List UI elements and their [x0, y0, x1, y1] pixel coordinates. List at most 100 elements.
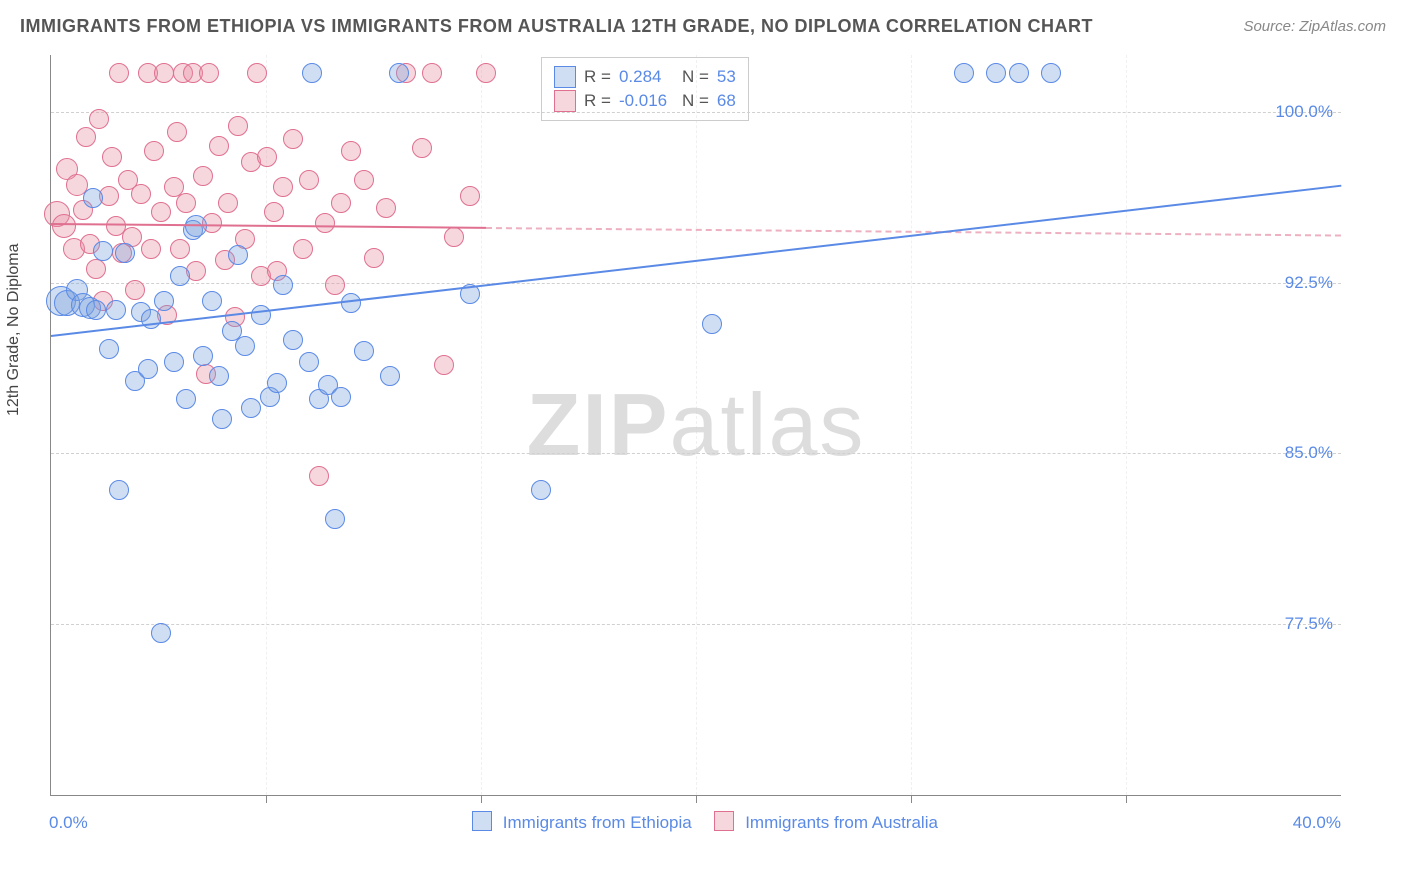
scatter-point: [209, 136, 229, 156]
x-tick-mark: [696, 795, 697, 803]
scatter-point: [193, 166, 213, 186]
r-value-pink: -0.016: [619, 91, 674, 111]
scatter-point: [476, 63, 496, 83]
scatter-point: [109, 480, 129, 500]
scatter-point: [151, 623, 171, 643]
gridline-v: [1126, 55, 1127, 795]
scatter-point: [228, 116, 248, 136]
scatter-point: [331, 193, 351, 213]
gridline-v: [911, 55, 912, 795]
scatter-point: [76, 127, 96, 147]
scatter-point: [444, 227, 464, 247]
watermark-bold: ZIP: [527, 375, 670, 474]
r-label: R =: [584, 91, 611, 111]
plot-area: ZIPatlas R = 0.284 N = 53 R = -0.016 N =…: [50, 55, 1341, 796]
scatter-point: [209, 366, 229, 386]
scatter-point: [460, 186, 480, 206]
scatter-point: [293, 239, 313, 259]
y-axis-label: 12th Grade, No Diploma: [5, 243, 23, 416]
scatter-point: [302, 63, 322, 83]
scatter-point: [89, 109, 109, 129]
scatter-point: [52, 214, 76, 238]
scatter-point: [257, 147, 277, 167]
scatter-point: [170, 266, 190, 286]
scatter-point: [283, 129, 303, 149]
scatter-point: [218, 193, 238, 213]
scatter-point: [389, 63, 409, 83]
scatter-point: [267, 373, 287, 393]
scatter-point: [154, 63, 174, 83]
scatter-point: [193, 346, 213, 366]
scatter-point: [273, 177, 293, 197]
chart-title: IMMIGRANTS FROM ETHIOPIA VS IMMIGRANTS F…: [20, 16, 1093, 36]
n-value-pink: 68: [717, 91, 736, 111]
x-tick-label: 0.0%: [49, 813, 88, 833]
scatter-point: [125, 280, 145, 300]
x-tick-mark: [1126, 795, 1127, 803]
scatter-point: [86, 259, 106, 279]
scatter-point: [341, 141, 361, 161]
bottom-swatch-blue: [472, 811, 492, 831]
scatter-point: [354, 170, 374, 190]
scatter-point: [376, 198, 396, 218]
bottom-label-pink: Immigrants from Australia: [745, 813, 938, 832]
gridline-v: [481, 55, 482, 795]
scatter-point: [102, 147, 122, 167]
scatter-point: [99, 339, 119, 359]
scatter-point: [299, 170, 319, 190]
scatter-point: [167, 122, 187, 142]
scatter-point: [154, 291, 174, 311]
n-value-blue: 53: [717, 67, 736, 87]
scatter-point: [247, 63, 267, 83]
scatter-point: [273, 275, 293, 295]
legend-row-blue: R = 0.284 N = 53: [554, 66, 736, 88]
r-label: R =: [584, 67, 611, 87]
scatter-point: [141, 239, 161, 259]
scatter-point: [144, 141, 164, 161]
y-tick-label: 77.5%: [1285, 614, 1333, 634]
scatter-point: [86, 300, 106, 320]
scatter-point: [364, 248, 384, 268]
scatter-point: [354, 341, 374, 361]
source-label: Source: ZipAtlas.com: [1243, 18, 1386, 35]
scatter-point: [325, 275, 345, 295]
series-legend: Immigrants from Ethiopia Immigrants from…: [51, 811, 1341, 833]
scatter-point: [176, 193, 196, 213]
x-tick-label: 40.0%: [1293, 813, 1341, 833]
scatter-point: [83, 188, 103, 208]
scatter-point: [241, 398, 261, 418]
y-tick-label: 85.0%: [1285, 443, 1333, 463]
scatter-point: [422, 63, 442, 83]
scatter-point: [202, 291, 222, 311]
x-tick-mark: [481, 795, 482, 803]
scatter-point: [434, 355, 454, 375]
scatter-point: [138, 359, 158, 379]
x-tick-mark: [911, 795, 912, 803]
scatter-point: [283, 330, 303, 350]
scatter-point: [986, 63, 1006, 83]
scatter-point: [170, 239, 190, 259]
scatter-point: [325, 509, 345, 529]
scatter-point: [212, 409, 232, 429]
scatter-point: [176, 389, 196, 409]
scatter-point: [315, 213, 335, 233]
scatter-point: [1009, 63, 1029, 83]
scatter-point: [1041, 63, 1061, 83]
scatter-point: [251, 305, 271, 325]
scatter-point: [199, 63, 219, 83]
scatter-point: [131, 184, 151, 204]
scatter-point: [341, 293, 361, 313]
scatter-point: [380, 366, 400, 386]
watermark-light: atlas: [670, 375, 866, 474]
x-tick-mark: [266, 795, 267, 803]
legend-swatch-pink: [554, 90, 576, 112]
scatter-point: [151, 202, 171, 222]
scatter-point: [531, 480, 551, 500]
scatter-point: [93, 241, 113, 261]
scatter-point: [702, 314, 722, 334]
y-tick-label: 92.5%: [1285, 273, 1333, 293]
scatter-point: [106, 300, 126, 320]
scatter-point: [412, 138, 432, 158]
scatter-point: [309, 466, 329, 486]
legend-row-pink: R = -0.016 N = 68: [554, 90, 736, 112]
